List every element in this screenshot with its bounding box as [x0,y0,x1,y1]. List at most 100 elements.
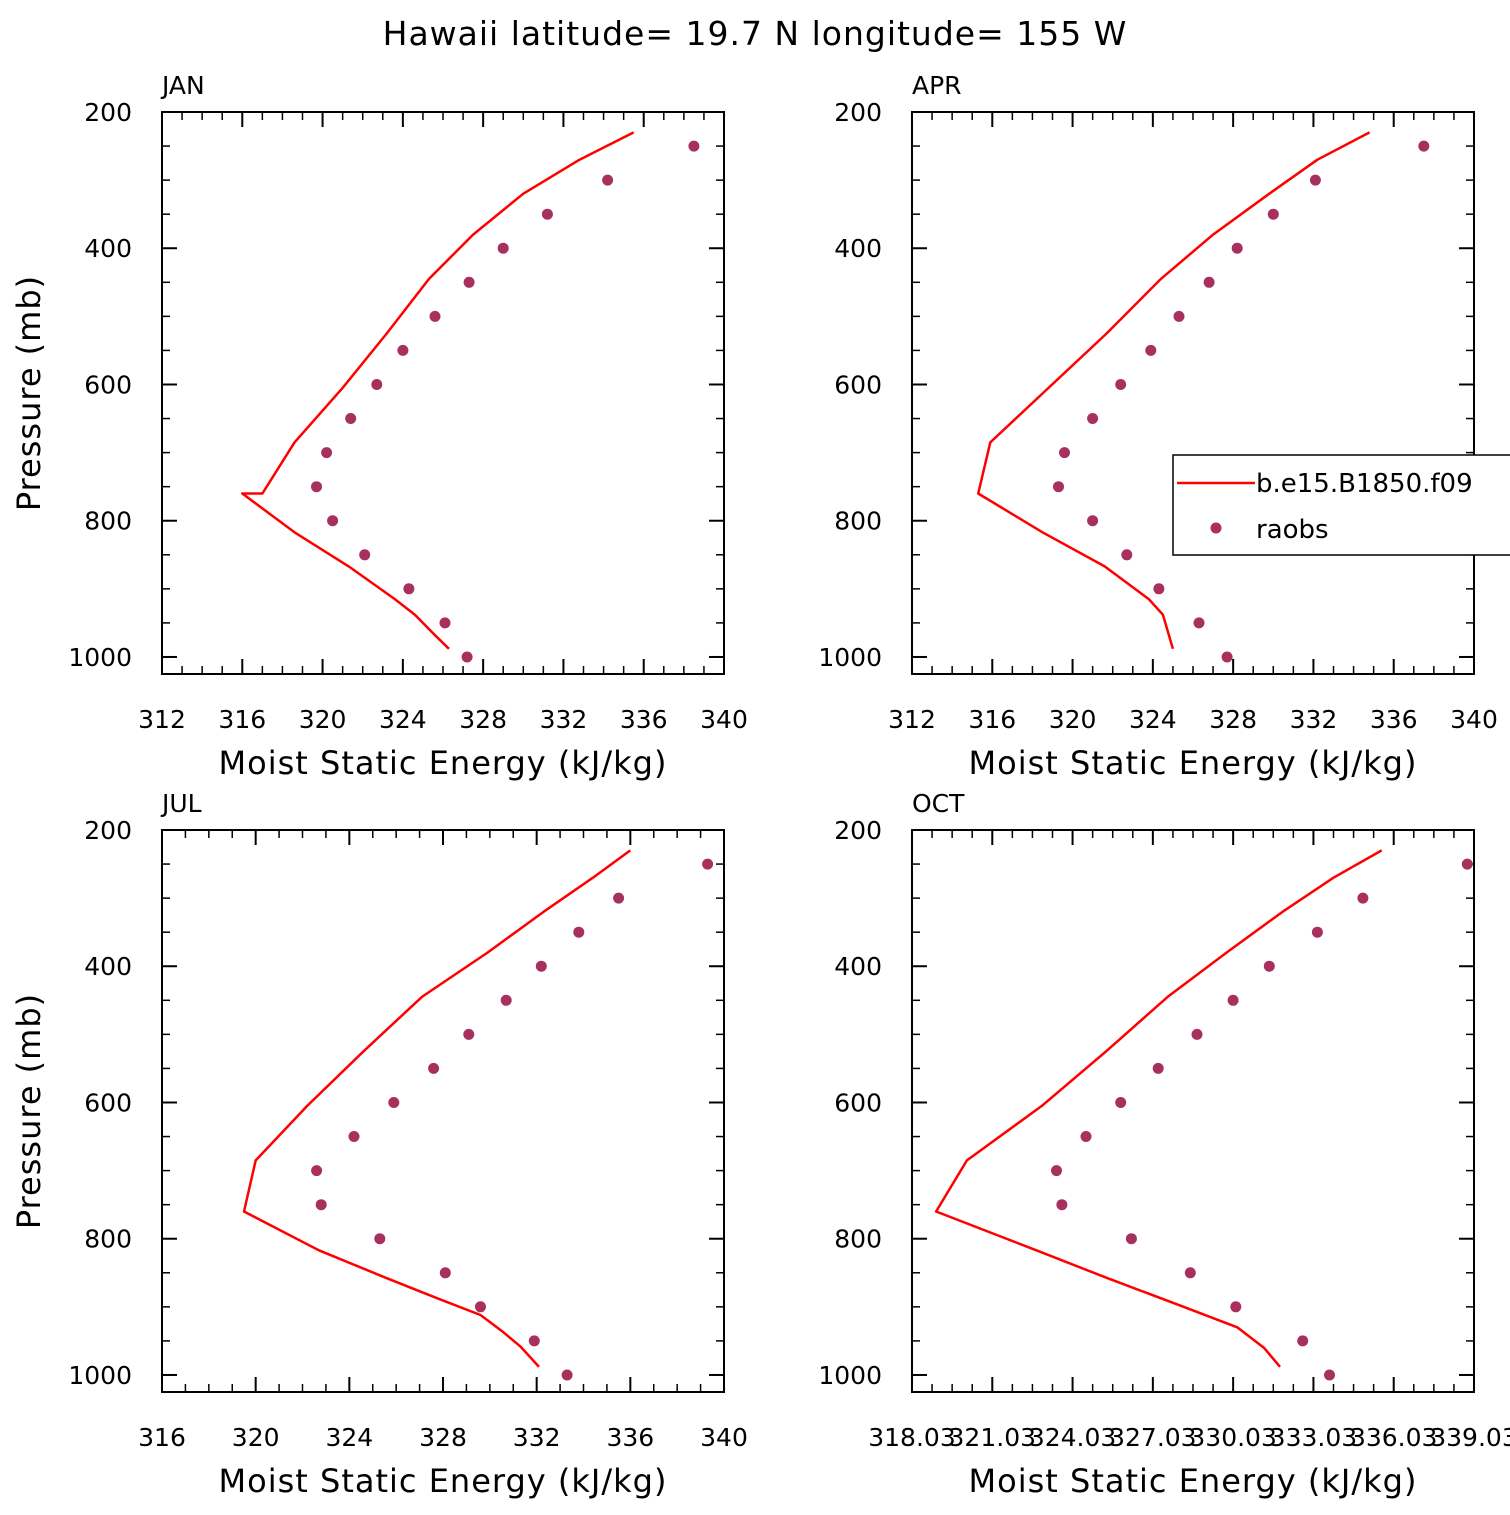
data-point-raobs [1051,1165,1062,1177]
data-point-raobs [1115,1097,1127,1108]
data-point-raobs [1053,481,1064,493]
data-point-raobs [1193,617,1205,629]
plot-frame [161,829,725,1393]
data-point-raobs [541,208,553,220]
data-point-raobs [439,617,451,629]
legend-label-model: b.e15.B1850.f09 [1256,469,1473,499]
x-tick-label: 330.03 [1189,1423,1276,1452]
y-tick-label: 600 [834,1088,882,1117]
y-tick-label: 600 [84,370,132,399]
data-point-raobs [359,549,371,561]
x-tick-label: 312 [138,705,186,734]
x-tick-label: 328 [459,705,507,734]
data-point-raobs [439,1267,451,1279]
panel-jul: JUL 316 320 324 328 332 336 340 200 400 600 800 1000… [10,789,748,1500]
x-tick-label: 332 [540,705,588,734]
x-tick-label: 321.03 [949,1423,1036,1452]
x-tick-label: 332 [1290,705,1338,734]
x-tick-label: 324 [1129,705,1177,734]
x-tick-label: 333.03 [1270,1423,1357,1452]
x-tick-label: 320 [1049,705,1097,734]
data-point-raobs [497,242,509,254]
x-tick-label: 320 [299,705,347,734]
data-point-raobs [463,1028,475,1040]
y-tick-label: 800 [84,507,132,536]
series-line-model [976,131,1371,650]
plot-frame [911,829,1475,1393]
data-point-raobs [1184,1267,1196,1279]
x-axis-title: Moist Static Energy (kJ/kg) [219,1462,668,1500]
data-point-raobs [500,994,512,1006]
data-point-raobs [327,515,339,527]
data-point-raobs [1191,1028,1203,1040]
data-point-raobs [345,413,357,424]
x-tick-label: 316 [218,705,266,734]
y-tick-label: 1000 [818,1361,882,1390]
plot-frame [911,111,1475,675]
y-tick-label: 1000 [68,1361,132,1390]
data-point-raobs [1227,994,1239,1006]
data-point-raobs [374,1233,386,1245]
data-point-raobs [311,481,322,493]
data-point-raobs [348,1131,360,1142]
y-tick-label: 600 [834,370,882,399]
data-point-raobs [1263,960,1275,972]
y-tick-label: 800 [834,1225,882,1254]
x-tick-label: 336 [606,1423,654,1452]
legend-box [1172,454,1510,556]
x-tick-label: 324.03 [1029,1423,1116,1452]
data-point-raobs [403,583,415,595]
data-point-raobs [602,174,614,186]
data-point-raobs [311,1165,323,1177]
data-point-raobs [1418,140,1430,152]
data-point-raobs [1173,310,1185,322]
data-point-raobs [1145,344,1157,356]
panel-oct: OCT318.03321.03324.03327.03330.03333.033… [818,789,1510,1500]
data-point-raobs [702,858,714,870]
data-point-raobs [1203,276,1215,288]
data-point-raobs [1221,651,1233,663]
data-point-raobs [613,892,625,904]
data-point-raobs [1115,379,1127,390]
data-point-raobs [1267,208,1279,220]
data-point-raobs [1121,549,1133,561]
x-axis-title: Moist Static Energy (kJ/kg) [219,744,668,782]
data-point-raobs [573,926,585,938]
x-tick-label: 328 [419,1423,467,1452]
x-tick-label: 340 [700,705,748,734]
panel-label-apr: APR [912,71,962,100]
data-point-raobs [1311,926,1323,938]
x-tick-label: 336 [620,705,668,734]
data-point-raobs [535,960,547,972]
data-point-raobs [429,310,441,322]
data-point-raobs [1297,1335,1309,1347]
y-tick-label: 600 [84,1088,132,1117]
data-point-raobs [1309,174,1321,186]
series-line-model [242,849,632,1368]
data-point-raobs [1087,515,1099,527]
data-point-raobs [1152,1062,1164,1074]
y-tick-label: 400 [84,952,132,981]
y-tick-label: 1000 [68,643,132,672]
series-line-model [934,849,1383,1368]
x-tick-label: 318.03 [868,1423,955,1452]
data-point-raobs [1461,858,1473,870]
y-tick-label: 200 [834,98,882,127]
x-tick-label: 324 [325,1423,373,1452]
legend: b.e15.B1850.f09 raobs [1172,454,1510,556]
data-point-raobs [475,1301,486,1313]
data-point-raobs [463,276,475,288]
y-tick-label: 200 [834,816,882,845]
x-tick-label: 336 [1370,705,1418,734]
data-point-raobs [1231,242,1243,254]
x-tick-label: 336.03 [1350,1423,1437,1452]
x-tick-label: 339.03 [1430,1423,1510,1452]
data-point-raobs [371,379,383,390]
x-tick-label: 340 [700,1423,748,1452]
legend-label-obs: raobs [1256,515,1329,545]
x-tick-label: 320 [232,1423,280,1452]
y-tick-label: 400 [834,952,882,981]
data-point-raobs [321,447,333,459]
legend-marker-swatch [1210,522,1222,534]
x-tick-label: 327.03 [1109,1423,1196,1452]
